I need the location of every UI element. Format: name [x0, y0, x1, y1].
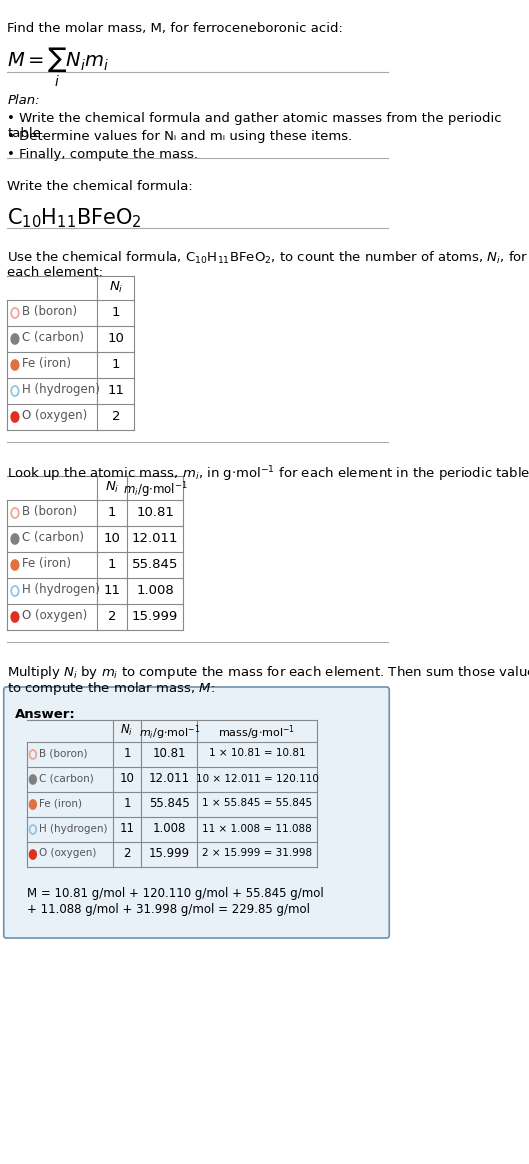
Text: 55.845: 55.845 — [132, 558, 178, 570]
Text: 1.008: 1.008 — [152, 822, 186, 835]
Text: 2 × 15.999 = 31.998: 2 × 15.999 = 31.998 — [202, 849, 312, 859]
Text: O (oxygen): O (oxygen) — [39, 849, 96, 859]
Text: Look up the atomic mass, $m_i$, in g$\cdot$mol$^{-1}$ for each element in the pe: Look up the atomic mass, $m_i$, in g$\cd… — [7, 464, 529, 483]
Circle shape — [11, 412, 19, 423]
Circle shape — [11, 612, 19, 622]
Text: 11: 11 — [107, 383, 124, 397]
Text: B (boron): B (boron) — [22, 505, 77, 518]
Text: • Write the chemical formula and gather atomic masses from the periodic table.: • Write the chemical formula and gather … — [7, 112, 502, 140]
Text: Fe (iron): Fe (iron) — [22, 558, 71, 570]
Text: Use the chemical formula, $\mathrm{C_{10}H_{11}BFeO_2}$, to count the number of : Use the chemical formula, $\mathrm{C_{10… — [7, 250, 529, 267]
Text: 12.011: 12.011 — [132, 532, 178, 545]
Text: Plan:: Plan: — [7, 94, 40, 107]
Circle shape — [11, 534, 19, 544]
Text: 11: 11 — [104, 583, 121, 596]
Text: O (oxygen): O (oxygen) — [22, 410, 87, 423]
Text: 2: 2 — [123, 847, 131, 860]
Text: $m_i$/g$\cdot$mol$^{-1}$: $m_i$/g$\cdot$mol$^{-1}$ — [139, 723, 200, 741]
Text: 10: 10 — [104, 532, 121, 545]
Text: 1.008: 1.008 — [136, 583, 174, 596]
Text: 10.81: 10.81 — [136, 505, 174, 518]
Text: 12.011: 12.011 — [149, 772, 190, 785]
Text: • Determine values for Nᵢ and mᵢ using these items.: • Determine values for Nᵢ and mᵢ using t… — [7, 130, 353, 143]
Text: 1: 1 — [112, 305, 120, 319]
Text: 1: 1 — [123, 747, 131, 760]
Text: Write the chemical formula:: Write the chemical formula: — [7, 180, 193, 193]
Text: $\mathrm{C_{10}H_{11}BFeO_2}$: $\mathrm{C_{10}H_{11}BFeO_2}$ — [7, 206, 142, 229]
Text: 1: 1 — [123, 797, 131, 810]
Text: H (hydrogen): H (hydrogen) — [22, 583, 99, 596]
Text: 2: 2 — [112, 410, 120, 423]
Text: 10: 10 — [120, 772, 134, 785]
Text: Find the molar mass, M, for ferroceneboronic acid:: Find the molar mass, M, for ferrocenebor… — [7, 22, 343, 35]
Text: 10 × 12.011 = 120.110: 10 × 12.011 = 120.110 — [196, 774, 318, 783]
Text: 15.999: 15.999 — [149, 847, 190, 860]
Text: to compute the molar mass, $M$:: to compute the molar mass, $M$: — [7, 680, 216, 697]
Text: C (carbon): C (carbon) — [22, 532, 84, 545]
Circle shape — [30, 850, 36, 859]
Text: B (boron): B (boron) — [22, 305, 77, 319]
Text: 11: 11 — [120, 822, 134, 835]
Text: H (hydrogen): H (hydrogen) — [22, 383, 99, 397]
Text: $N_i$: $N_i$ — [105, 480, 119, 495]
Circle shape — [11, 360, 19, 370]
Text: C (carbon): C (carbon) — [22, 332, 84, 345]
Text: $m_i$/g$\cdot$mol$^{-1}$: $m_i$/g$\cdot$mol$^{-1}$ — [123, 480, 187, 499]
Circle shape — [11, 334, 19, 345]
Text: Answer:: Answer: — [15, 708, 76, 721]
Text: 1: 1 — [108, 505, 116, 518]
Text: $M = \sum_i N_i m_i$: $M = \sum_i N_i m_i$ — [7, 47, 110, 90]
Text: 11 × 1.008 = 11.088: 11 × 1.008 = 11.088 — [202, 823, 312, 833]
Text: M = 10.81 g/mol + 120.110 g/mol + 55.845 g/mol: M = 10.81 g/mol + 120.110 g/mol + 55.845… — [27, 887, 324, 900]
Text: 2: 2 — [108, 610, 116, 623]
Text: 1: 1 — [108, 558, 116, 570]
Text: Fe (iron): Fe (iron) — [39, 799, 82, 809]
Text: Fe (iron): Fe (iron) — [22, 357, 71, 370]
Text: mass/g$\cdot$mol$^{-1}$: mass/g$\cdot$mol$^{-1}$ — [218, 723, 296, 741]
Text: C (carbon): C (carbon) — [39, 774, 94, 783]
Text: $N_i$: $N_i$ — [108, 281, 123, 296]
Text: 55.845: 55.845 — [149, 797, 189, 810]
Text: 10.81: 10.81 — [152, 747, 186, 760]
Text: Multiply $N_i$ by $m_i$ to compute the mass for each element. Then sum those val: Multiply $N_i$ by $m_i$ to compute the m… — [7, 663, 529, 681]
Text: + 11.088 g/mol + 31.998 g/mol = 229.85 g/mol: + 11.088 g/mol + 31.998 g/mol = 229.85 g… — [27, 903, 310, 916]
Text: 10: 10 — [107, 332, 124, 345]
Circle shape — [30, 800, 36, 809]
Circle shape — [30, 775, 36, 785]
Text: 15.999: 15.999 — [132, 610, 178, 623]
FancyBboxPatch shape — [4, 687, 389, 938]
Text: O (oxygen): O (oxygen) — [22, 610, 87, 623]
Text: each element:: each element: — [7, 267, 104, 279]
Text: 1 × 10.81 = 10.81: 1 × 10.81 = 10.81 — [208, 748, 305, 759]
Text: B (boron): B (boron) — [39, 748, 87, 759]
Text: H (hydrogen): H (hydrogen) — [39, 823, 107, 833]
Text: 1: 1 — [112, 357, 120, 370]
Text: 1 × 55.845 = 55.845: 1 × 55.845 = 55.845 — [202, 799, 312, 809]
Text: $N_i$: $N_i$ — [121, 723, 133, 738]
Circle shape — [11, 560, 19, 570]
Text: • Finally, compute the mass.: • Finally, compute the mass. — [7, 148, 198, 161]
